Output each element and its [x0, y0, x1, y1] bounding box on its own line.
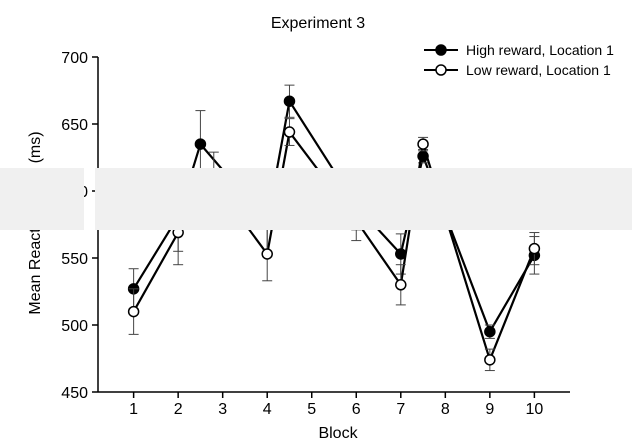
data-point-open: [283, 126, 296, 138]
x-tick-label: 5: [307, 401, 316, 418]
y-tick-label: 550: [61, 251, 88, 268]
y-tick-label: 500: [61, 318, 88, 335]
y-tick-label: 700: [61, 50, 88, 67]
x-tick-label: 4: [263, 401, 272, 418]
data-point-open: [528, 242, 541, 255]
x-tick-label: 2: [174, 401, 183, 418]
chart-title: Experiment 3: [271, 15, 365, 32]
legend-entry: High reward, Location 1: [466, 42, 614, 58]
data-point-open: [127, 305, 140, 318]
data-point-open: [484, 354, 496, 366]
data-point-open: [261, 248, 273, 260]
x-tick-label: 3: [218, 401, 227, 418]
legend-marker: [435, 44, 447, 56]
gray-overlay-band-left: [0, 168, 84, 230]
x-tick-label: 1: [129, 401, 138, 418]
gray-overlay-band: [95, 168, 632, 230]
chart-legend: High reward, Location 1 Low reward, Locat…: [424, 42, 614, 78]
legend-marker: [435, 64, 447, 76]
x-tick-label: 7: [396, 401, 405, 418]
data-point-open: [395, 279, 407, 291]
x-tick-label: 6: [352, 401, 361, 418]
x-tick-label: 10: [525, 401, 543, 418]
series-2: [127, 118, 541, 372]
y-tick-label: 450: [61, 385, 88, 402]
data-point-filled: [194, 138, 207, 150]
data-point-filled: [283, 95, 296, 107]
x-tick-label: 8: [441, 401, 450, 418]
x-tick-label: 9: [485, 401, 494, 418]
y-tick-label: 650: [61, 117, 88, 134]
data-point-open: [417, 138, 429, 150]
x-axis-label: Block: [318, 425, 358, 439]
data-point-filled: [484, 325, 496, 338]
legend-entry: Low reward, Location 1: [466, 62, 611, 78]
